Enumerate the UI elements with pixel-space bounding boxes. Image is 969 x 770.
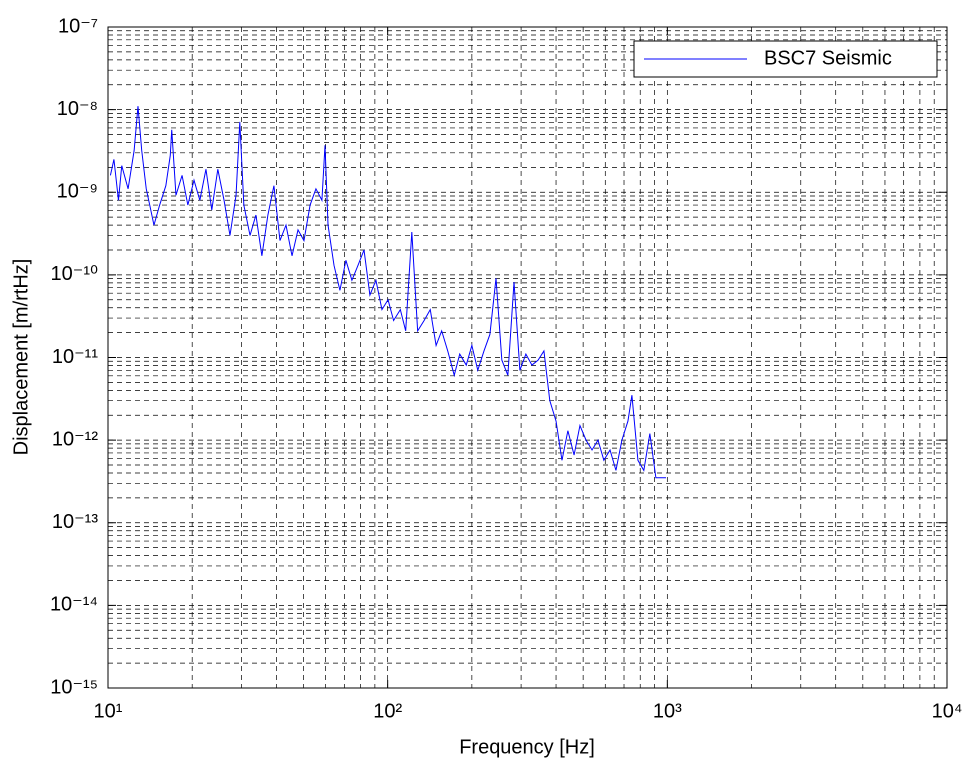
x-tick-label: 10² xyxy=(373,700,402,722)
x-tick-label: 10¹ xyxy=(94,700,123,722)
x-tick-label: 10³ xyxy=(653,700,682,722)
y-tick-label: 10⁻¹⁴ xyxy=(50,594,98,616)
axes-box xyxy=(107,26,948,689)
legend-label: BSC7 Seismic xyxy=(764,47,892,69)
y-tick-label: 10⁻¹⁵ xyxy=(50,676,98,698)
x-axis-label: Frequency [Hz] xyxy=(459,736,595,758)
y-axis-label: Displacement [m/rtHz] xyxy=(10,259,32,456)
y-tick-label: 10⁻⁹ xyxy=(57,181,98,203)
y-tick-label: 10⁻¹¹ xyxy=(52,346,98,368)
y-tick-label: 10⁻⁸ xyxy=(57,98,98,120)
y-tick-label: 10⁻¹³ xyxy=(52,511,98,533)
y-tick-label: 10⁻⁷ xyxy=(58,15,98,37)
y-tick-label: 10⁻¹⁰ xyxy=(51,263,98,285)
x-tick-label: 10⁴ xyxy=(932,700,963,722)
y-tick-label: 10⁻¹² xyxy=(52,428,98,450)
data-line xyxy=(109,106,666,479)
